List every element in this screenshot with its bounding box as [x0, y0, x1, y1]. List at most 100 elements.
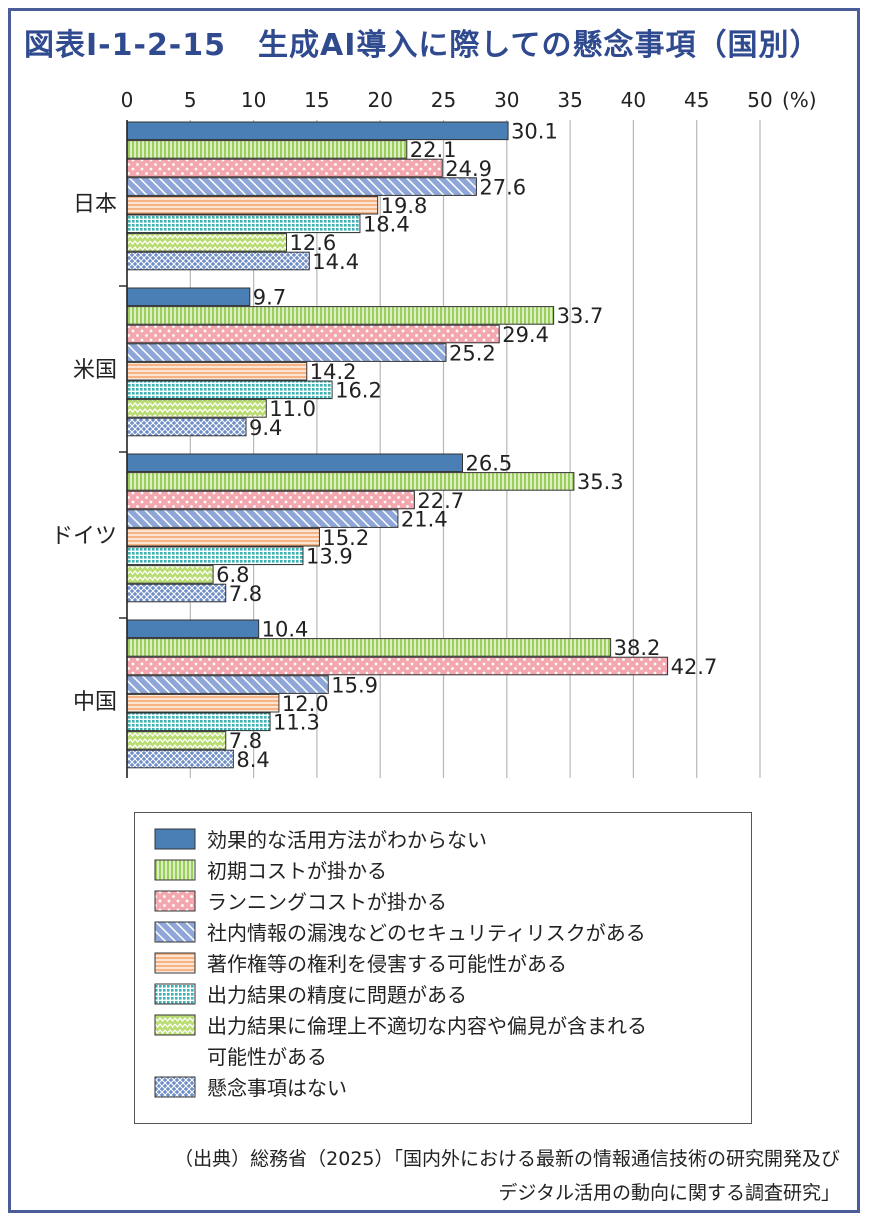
data-label: 7.8 [229, 582, 262, 606]
data-label: 9.4 [249, 416, 282, 440]
legend-swatch [154, 1076, 196, 1098]
data-label: 22.1 [410, 138, 457, 162]
bar [126, 380, 333, 400]
category-label: 日本 [73, 192, 117, 217]
bar [126, 251, 310, 271]
bar [126, 399, 267, 418]
legend-swatch [154, 859, 196, 881]
data-label: 11.0 [269, 397, 316, 421]
data-label: 42.7 [671, 655, 718, 679]
data-label: 18.4 [363, 213, 410, 237]
x-tick-label: 50 [747, 88, 772, 112]
x-tick-label: 45 [684, 88, 709, 112]
figure-title-text: 生成AI導入に際しての懸念事項（国別） [258, 28, 821, 63]
bar [126, 509, 399, 528]
data-label: 24.9 [445, 157, 492, 181]
legend-label: 懸念事項はない [207, 1076, 347, 1100]
category-label: 中国 [73, 690, 117, 715]
data-label: 25.2 [449, 341, 496, 365]
data-label: 26.5 [465, 452, 512, 476]
bar [126, 140, 408, 159]
legend-swatch [154, 890, 196, 912]
bar [126, 214, 361, 234]
bar [126, 177, 477, 196]
data-label: 27.6 [479, 175, 526, 199]
x-unit-label: (%) [782, 88, 817, 112]
figure-title: 図表Ⅰ-1-2-15 生成AI導入に際しての懸念事項（国別） [24, 20, 821, 64]
data-label: 30.1 [511, 120, 558, 144]
data-label: 6.8 [216, 563, 249, 587]
x-tick-label: 0 [121, 88, 134, 112]
source-note: （出典）総務省（2025）「国内外における最新の情報通信技術の研究開発及び デジ… [174, 1142, 840, 1210]
bar [126, 638, 612, 657]
figure-number: 図表Ⅰ-1-2-15 [24, 28, 227, 63]
bar [126, 693, 280, 713]
legend-label: 社内情報の漏洩などのセキュリティリスクがある [207, 921, 646, 945]
bar [126, 417, 247, 437]
source-line-1: （出典）総務省（2025）「国内外における最新の情報通信技術の研究開発及び [174, 1148, 840, 1170]
x-tick-label: 20 [367, 88, 392, 112]
legend-label: 可能性がある [207, 1045, 327, 1069]
bar [126, 565, 214, 584]
data-label: 14.2 [310, 360, 357, 384]
x-axis-ticks: 0 5 10 15 20 25 30 35 40 45 50 (%) [121, 88, 817, 112]
data-label: 14.4 [312, 250, 359, 274]
data-label: 12.0 [282, 692, 329, 716]
bar [126, 287, 251, 307]
data-label: 35.3 [577, 470, 624, 494]
bar [126, 195, 379, 215]
legend-label: 効果的な活用方法がわからない [207, 828, 487, 852]
bar [126, 546, 304, 566]
data-label: 12.6 [290, 231, 337, 255]
data-label: 19.8 [381, 194, 428, 218]
legend-label: ランニングコストが掛かる [207, 890, 447, 914]
data-label: 21.4 [401, 507, 448, 531]
bar [126, 712, 271, 732]
category-label: ドイツ [51, 524, 117, 549]
data-label: 13.9 [306, 545, 353, 569]
x-tick-label: 25 [431, 88, 456, 112]
data-label: 33.7 [557, 304, 604, 328]
bar [126, 158, 443, 178]
data-label: 16.2 [335, 379, 382, 403]
bar [126, 121, 509, 141]
legend-label: 出力結果に倫理上不適切な内容や偏見が含まれる [207, 1014, 647, 1038]
x-tick-label: 10 [241, 88, 266, 112]
legend-swatch [154, 983, 196, 1005]
legend-swatch [154, 1014, 196, 1036]
legend-label: 初期コストが掛かる [207, 859, 387, 883]
x-tick-label: 40 [621, 88, 646, 112]
bar [126, 233, 288, 252]
data-label: 15.2 [322, 526, 369, 550]
x-tick-label: 30 [494, 88, 519, 112]
data-label: 29.4 [502, 323, 549, 347]
category-label: 米国 [73, 358, 117, 383]
legend-entries: 効果的な活用方法がわからない初期コストが掛かるランニングコストが掛かる社内情報の… [154, 828, 647, 1100]
x-tick-label: 15 [304, 88, 329, 112]
y-axis [119, 120, 128, 778]
bar [126, 361, 308, 381]
bar [126, 583, 227, 603]
bar [126, 731, 227, 750]
bar [126, 306, 555, 325]
bar [126, 490, 415, 510]
bar [126, 675, 329, 694]
legend-label: 出力結果の精度に問題がある [207, 983, 467, 1007]
x-tick-label: 5 [184, 88, 197, 112]
bar [126, 343, 447, 362]
bar [126, 527, 320, 547]
data-label: 8.4 [236, 748, 269, 772]
data-label: 10.4 [262, 618, 309, 642]
data-label: 11.3 [273, 711, 320, 735]
bars [126, 121, 669, 769]
legend-label: 著作権等の権利を侵害する可能性がある [207, 952, 567, 976]
bar [126, 619, 260, 639]
bar [126, 453, 463, 473]
source-line-2: デジタル活用の動向に関する調査研究」 [498, 1182, 840, 1204]
data-label: 9.7 [253, 286, 286, 310]
data-labels: 30.1 22.124.927.6 19.818.4 12.614.4 9.7 33.7 2… [216, 120, 717, 772]
data-label: 38.2 [614, 636, 661, 660]
legend-swatch [154, 921, 196, 943]
bar [126, 656, 669, 676]
bar [126, 749, 234, 769]
